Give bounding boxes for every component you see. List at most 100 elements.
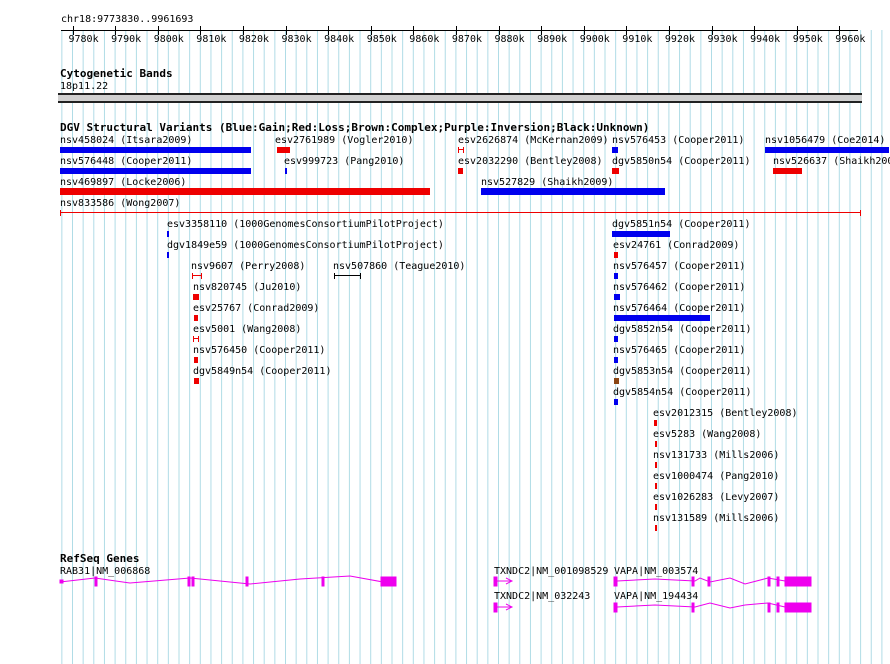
variant-label[interactable]: dgv1849e59 (1000GenomesConsortiumPilotPr… <box>167 240 444 251</box>
variant-label[interactable]: esv1026283 (Levy2007) <box>653 492 780 503</box>
variant-label[interactable]: dgv5853n54 (Cooper2011) <box>613 366 752 377</box>
gene-exon <box>187 576 191 587</box>
variant-gain-bar[interactable] <box>285 168 287 174</box>
variant-label[interactable]: dgv5850n54 (Cooper2011) <box>612 156 751 167</box>
cyto-band-bar[interactable] <box>58 93 862 103</box>
variant-gain-bar[interactable] <box>765 147 889 153</box>
variant-loss-bar[interactable] <box>194 315 198 321</box>
variant-loss-marker[interactable] <box>458 147 464 153</box>
variant-label[interactable]: nsv527829 (Shaikh2009) <box>481 177 614 188</box>
variant-label[interactable]: nsv469897 (Locke2006) <box>60 177 187 188</box>
variant-label[interactable]: esv2032290 (Bentley2008) <box>458 156 603 167</box>
variant-label[interactable]: esv3358110 (1000GenomesConsortiumPilotPr… <box>167 219 444 230</box>
variant-loss-bar[interactable] <box>612 168 619 174</box>
variant-label[interactable]: nsv576465 (Cooper2011) <box>613 345 746 356</box>
variant-gain-bar[interactable] <box>167 252 169 258</box>
variant-loss-bar[interactable] <box>654 420 657 426</box>
variant-label[interactable]: esv2626874 (McKernan2009) <box>458 135 609 146</box>
variant-gain-bar[interactable] <box>60 147 251 153</box>
gene-label[interactable]: VAPA|NM_194434 <box>614 591 699 602</box>
variant-gain-bar[interactable] <box>612 231 670 237</box>
variant-gain-bar[interactable] <box>614 357 618 363</box>
variant-label[interactable]: esv24761 (Conrad2009) <box>613 240 740 251</box>
ruler-tick <box>583 26 585 35</box>
gene-label[interactable]: TXNDC2|NM_001098529 <box>494 566 609 577</box>
variant-label[interactable]: esv25767 (Conrad2009) <box>193 303 320 314</box>
ruler-tick-label: 9850k <box>366 34 397 45</box>
variant-complex-bar[interactable] <box>614 378 619 384</box>
gene-label[interactable]: RAB31|NM_006868 <box>60 566 151 577</box>
variant-label[interactable]: nsv576462 (Cooper2011) <box>613 282 746 293</box>
variant-label[interactable]: nsv833586 (Wong2007) <box>60 198 181 209</box>
cyto-title: Cytogenetic Bands <box>60 67 173 80</box>
variant-label[interactable]: nsv131589 (Mills2006) <box>653 513 780 524</box>
variant-label[interactable]: nsv458024 (Itsara2009) <box>60 135 193 146</box>
ruler-tick-label: 9870k <box>451 34 482 45</box>
variant-gain-bar[interactable] <box>60 168 251 174</box>
variant-gain-bar[interactable] <box>614 294 620 300</box>
variant-loss-bar[interactable] <box>194 357 198 363</box>
variant-gain-bar[interactable] <box>614 399 618 405</box>
ruler-tick-label: 9860k <box>409 34 440 45</box>
variant-label[interactable]: dgv5854n54 (Cooper2011) <box>613 387 752 398</box>
variant-loss-bar[interactable] <box>193 294 199 300</box>
variant-label[interactable]: dgv5851n54 (Cooper2011) <box>612 219 751 230</box>
variant-loss-bar[interactable] <box>773 168 802 174</box>
variant-label[interactable]: nsv820745 (Ju2010) <box>193 282 302 293</box>
variant-loss-bar[interactable] <box>277 147 290 153</box>
ruler-tick-label: 9840k <box>324 34 355 45</box>
variant-label[interactable]: dgv5849n54 (Cooper2011) <box>193 366 332 377</box>
variant-loss-bar[interactable] <box>655 483 657 489</box>
variant-loss-span[interactable] <box>60 210 861 216</box>
variant-label[interactable]: esv2012315 (Bentley2008) <box>653 408 798 419</box>
ruler-tick <box>668 26 670 35</box>
ruler-tick <box>242 26 244 35</box>
variant-loss-bar[interactable] <box>194 378 199 384</box>
variant-label[interactable]: esv5283 (Wang2008) <box>653 429 762 440</box>
variant-label[interactable]: nsv507860 (Teague2010) <box>333 261 466 272</box>
variant-label[interactable]: nsv526637 (Shaikh2009) <box>773 156 890 167</box>
variant-loss-bar[interactable] <box>655 441 657 447</box>
ruler-tick-label: 9910k <box>622 34 653 45</box>
variant-loss-bar[interactable] <box>655 525 657 531</box>
variant-label[interactable]: nsv9607 (Perry2008) <box>191 261 306 272</box>
gene-label[interactable]: TXNDC2|NM_032243 <box>494 591 591 602</box>
variant-label[interactable]: nsv576453 (Cooper2011) <box>612 135 745 146</box>
variant-gain-bar[interactable] <box>612 147 618 153</box>
gene-exon <box>613 602 618 613</box>
variant-loss-bar[interactable] <box>60 188 430 195</box>
variant-label[interactable]: nsv576450 (Cooper2011) <box>193 345 326 356</box>
variant-loss-marker[interactable] <box>193 336 199 342</box>
variant-loss-bar[interactable] <box>614 252 618 258</box>
variant-label[interactable]: esv999723 (Pang2010) <box>284 156 405 167</box>
variant-label[interactable]: esv5001 (Wang2008) <box>193 324 302 335</box>
dgv-title: DGV Structural Variants (Blue:Gain;Red:L… <box>60 121 650 134</box>
gene-exon <box>691 602 695 613</box>
variant-loss-bar[interactable] <box>655 462 657 468</box>
variant-label[interactable]: esv1000474 (Pang2010) <box>653 471 780 482</box>
variant-label[interactable]: nsv576448 (Cooper2011) <box>60 156 193 167</box>
variant-loss-bar[interactable] <box>458 168 463 174</box>
ruler-tick <box>498 26 500 35</box>
variant-gain-bar[interactable] <box>167 231 169 237</box>
variant-gain-bar[interactable] <box>614 315 710 321</box>
variant-gain-bar[interactable] <box>614 336 618 342</box>
variant-label[interactable]: nsv576464 (Cooper2011) <box>613 303 746 314</box>
ruler-tick-label: 9890k <box>537 34 568 45</box>
variant-label[interactable]: nsv1056479 (Coe2014) <box>765 135 886 146</box>
variant-label[interactable]: dgv5852n54 (Cooper2011) <box>613 324 752 335</box>
variant-unknown-marker[interactable] <box>334 273 361 279</box>
variant-label[interactable]: esv2761989 (Vogler2010) <box>275 135 414 146</box>
variant-gain-bar[interactable] <box>481 188 665 195</box>
variant-label[interactable]: nsv576457 (Cooper2011) <box>613 261 746 272</box>
variant-label[interactable]: nsv131733 (Mills2006) <box>653 450 780 461</box>
variant-gain-bar[interactable] <box>614 273 618 279</box>
gene-exon <box>784 576 812 587</box>
gene-exon <box>776 576 780 587</box>
gene-label[interactable]: VAPA|NM_003574 <box>614 566 699 577</box>
ruler-tick-label: 9940k <box>750 34 781 45</box>
variant-loss-bar[interactable] <box>655 504 657 510</box>
variant-loss-marker[interactable] <box>192 273 202 279</box>
gene-exon <box>493 576 498 587</box>
